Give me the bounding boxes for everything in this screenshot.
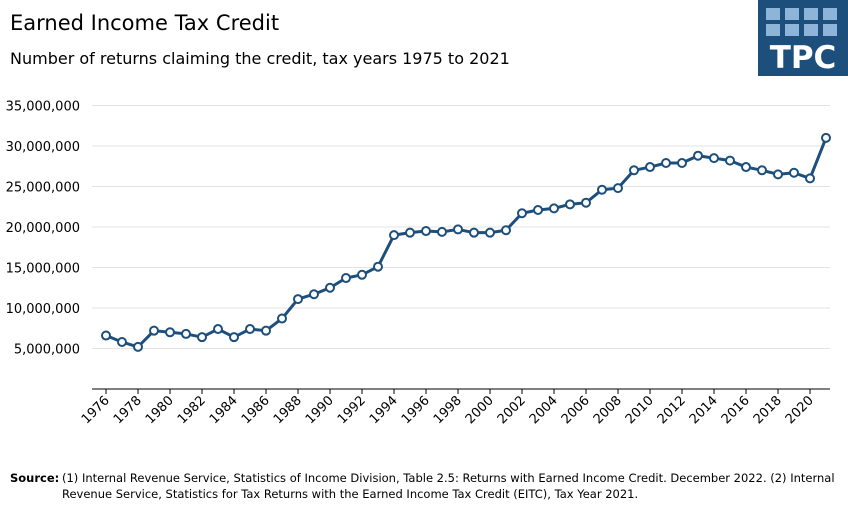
data-point <box>501 225 511 236</box>
x-tick-label: 1988 <box>271 393 305 427</box>
x-tick-label: 2020 <box>783 393 817 427</box>
data-point <box>149 325 159 336</box>
data-point <box>677 158 687 169</box>
x-tick-label: 1980 <box>143 393 177 427</box>
x-tick-label: 1996 <box>399 393 433 427</box>
x-tick-label: 1976 <box>79 393 113 427</box>
data-point <box>421 226 431 237</box>
chart-title: Earned Income Tax Credit <box>10 11 279 35</box>
x-tick-label: 1986 <box>239 393 273 427</box>
data-point <box>581 197 591 208</box>
data-point <box>805 173 815 184</box>
y-tick-label: 15,000,000 <box>6 262 80 277</box>
data-point <box>437 226 447 237</box>
data-point <box>821 132 831 143</box>
data-point <box>773 169 783 180</box>
source-text: (1) Internal Revenue Service, Statistics… <box>62 471 835 501</box>
chart-subtitle: Number of returns claiming the credit, t… <box>10 49 510 68</box>
x-tick-label: 1982 <box>175 393 209 427</box>
data-point <box>197 332 207 343</box>
data-point <box>357 269 367 280</box>
x-tick-label: 1984 <box>207 393 241 427</box>
data-point <box>661 158 671 169</box>
logo: TPC <box>758 0 848 76</box>
data-point <box>133 341 143 352</box>
x-tick-label: 2004 <box>527 393 561 427</box>
x-tick-label: 2012 <box>655 393 689 427</box>
data-point <box>741 162 751 173</box>
logo-text: TPC <box>770 40 837 76</box>
x-tick-label: 1998 <box>431 393 465 427</box>
data-point <box>613 183 623 194</box>
data-point <box>245 324 255 335</box>
x-tick-label: 1978 <box>111 393 145 427</box>
data-point <box>261 325 271 336</box>
data-point <box>597 184 607 195</box>
source-label: Source: <box>10 471 59 485</box>
y-tick-label: 25,000,000 <box>6 181 80 196</box>
data-point <box>645 162 655 173</box>
data-point <box>325 282 335 293</box>
data-point <box>789 167 799 178</box>
data-point <box>229 332 239 343</box>
y-tick-label: 35,000,000 <box>6 100 80 115</box>
data-point <box>693 150 703 161</box>
x-tick-label: 2006 <box>559 393 593 427</box>
data-point <box>453 224 463 235</box>
x-tick-label: 2010 <box>623 393 657 427</box>
data-point <box>405 227 415 238</box>
source-box: (1) Internal Revenue Service, Statistics… <box>62 471 835 501</box>
data-point <box>117 337 127 348</box>
data-point <box>101 330 111 341</box>
data-point <box>757 165 767 176</box>
data-point <box>549 203 559 214</box>
y-tick-label: 30,000,000 <box>6 140 80 155</box>
data-point <box>565 199 575 210</box>
data-point <box>389 230 399 241</box>
x-tick-label: 2016 <box>719 393 753 427</box>
y-tick-label: 20,000,000 <box>6 221 80 236</box>
x-tick-label: 2000 <box>463 393 497 427</box>
data-point <box>341 273 351 284</box>
x-tick-label: 1994 <box>367 393 401 427</box>
data-point <box>309 289 319 300</box>
data-point <box>213 324 223 335</box>
x-tick-label: 2008 <box>591 393 625 427</box>
data-point <box>469 227 479 238</box>
x-tick-label: 1992 <box>335 393 369 427</box>
data-point <box>533 204 543 215</box>
data-point <box>277 313 287 324</box>
data-point <box>485 227 495 238</box>
y-tick-label: 5,000,000 <box>14 343 80 358</box>
data-point <box>629 165 639 176</box>
x-tick-label: 2014 <box>687 393 721 427</box>
y-tick-label: 10,000,000 <box>6 302 80 317</box>
data-point <box>709 153 719 164</box>
series-line <box>105 137 828 349</box>
x-tick-label: 2002 <box>495 393 529 427</box>
data-point <box>165 327 175 338</box>
data-point <box>725 155 735 166</box>
x-tick-label: 2018 <box>751 393 785 427</box>
data-point <box>181 328 191 339</box>
x-tick-label: 1990 <box>303 393 337 427</box>
data-point <box>293 294 303 305</box>
data-point <box>517 208 527 219</box>
data-point <box>373 261 383 272</box>
